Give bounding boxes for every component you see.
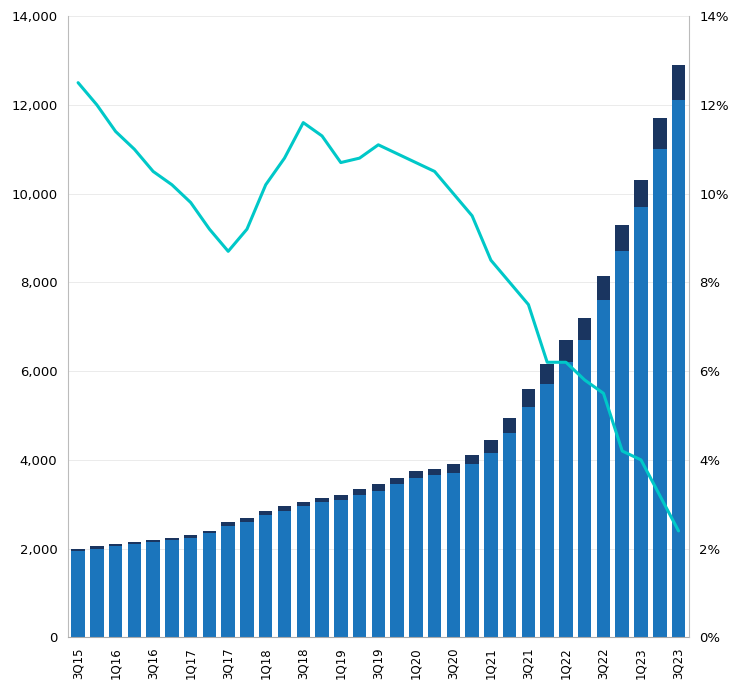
Bar bbox=[71, 551, 85, 638]
Bar bbox=[371, 484, 385, 491]
Bar bbox=[522, 389, 535, 406]
Bar bbox=[616, 225, 629, 251]
Bar bbox=[578, 318, 591, 340]
Bar bbox=[559, 362, 573, 638]
Bar bbox=[672, 65, 685, 101]
Bar bbox=[409, 477, 423, 638]
Bar bbox=[522, 406, 535, 638]
Bar bbox=[184, 535, 198, 538]
Bar bbox=[165, 540, 178, 638]
Bar bbox=[353, 495, 366, 638]
Bar bbox=[203, 533, 216, 638]
Bar bbox=[447, 473, 460, 638]
Bar bbox=[165, 538, 178, 540]
Bar bbox=[390, 484, 404, 638]
Bar bbox=[127, 544, 141, 638]
Bar bbox=[334, 495, 348, 500]
Bar bbox=[559, 340, 573, 362]
Bar bbox=[147, 542, 160, 638]
Bar bbox=[297, 502, 310, 506]
Bar bbox=[428, 475, 441, 638]
Bar bbox=[540, 384, 554, 638]
Bar bbox=[221, 522, 235, 526]
Bar bbox=[109, 546, 122, 638]
Bar bbox=[109, 544, 122, 546]
Bar bbox=[334, 500, 348, 638]
Bar bbox=[653, 118, 667, 149]
Bar bbox=[596, 276, 610, 300]
Bar bbox=[147, 540, 160, 542]
Bar bbox=[278, 511, 292, 638]
Bar bbox=[653, 149, 667, 638]
Bar bbox=[259, 515, 272, 638]
Bar bbox=[540, 364, 554, 384]
Bar bbox=[90, 546, 104, 549]
Bar bbox=[90, 549, 104, 638]
Bar bbox=[353, 489, 366, 495]
Bar bbox=[503, 433, 517, 638]
Bar bbox=[484, 453, 497, 638]
Bar bbox=[465, 464, 479, 638]
Bar bbox=[634, 207, 648, 638]
Bar bbox=[184, 538, 198, 638]
Bar bbox=[240, 518, 254, 522]
Bar bbox=[578, 340, 591, 638]
Bar bbox=[127, 542, 141, 544]
Bar bbox=[221, 526, 235, 638]
Bar bbox=[428, 469, 441, 475]
Bar bbox=[596, 300, 610, 638]
Bar bbox=[240, 522, 254, 638]
Bar bbox=[465, 455, 479, 464]
Bar bbox=[371, 491, 385, 638]
Bar bbox=[616, 251, 629, 638]
Bar bbox=[484, 440, 497, 453]
Bar bbox=[278, 506, 292, 511]
Bar bbox=[447, 464, 460, 473]
Bar bbox=[315, 502, 329, 638]
Bar bbox=[203, 531, 216, 533]
Bar bbox=[315, 497, 329, 502]
Bar bbox=[672, 101, 685, 638]
Bar bbox=[259, 511, 272, 515]
Bar bbox=[297, 506, 310, 638]
Bar bbox=[390, 477, 404, 484]
Bar bbox=[634, 180, 648, 207]
Bar bbox=[71, 549, 85, 551]
Bar bbox=[503, 417, 517, 433]
Bar bbox=[409, 471, 423, 477]
